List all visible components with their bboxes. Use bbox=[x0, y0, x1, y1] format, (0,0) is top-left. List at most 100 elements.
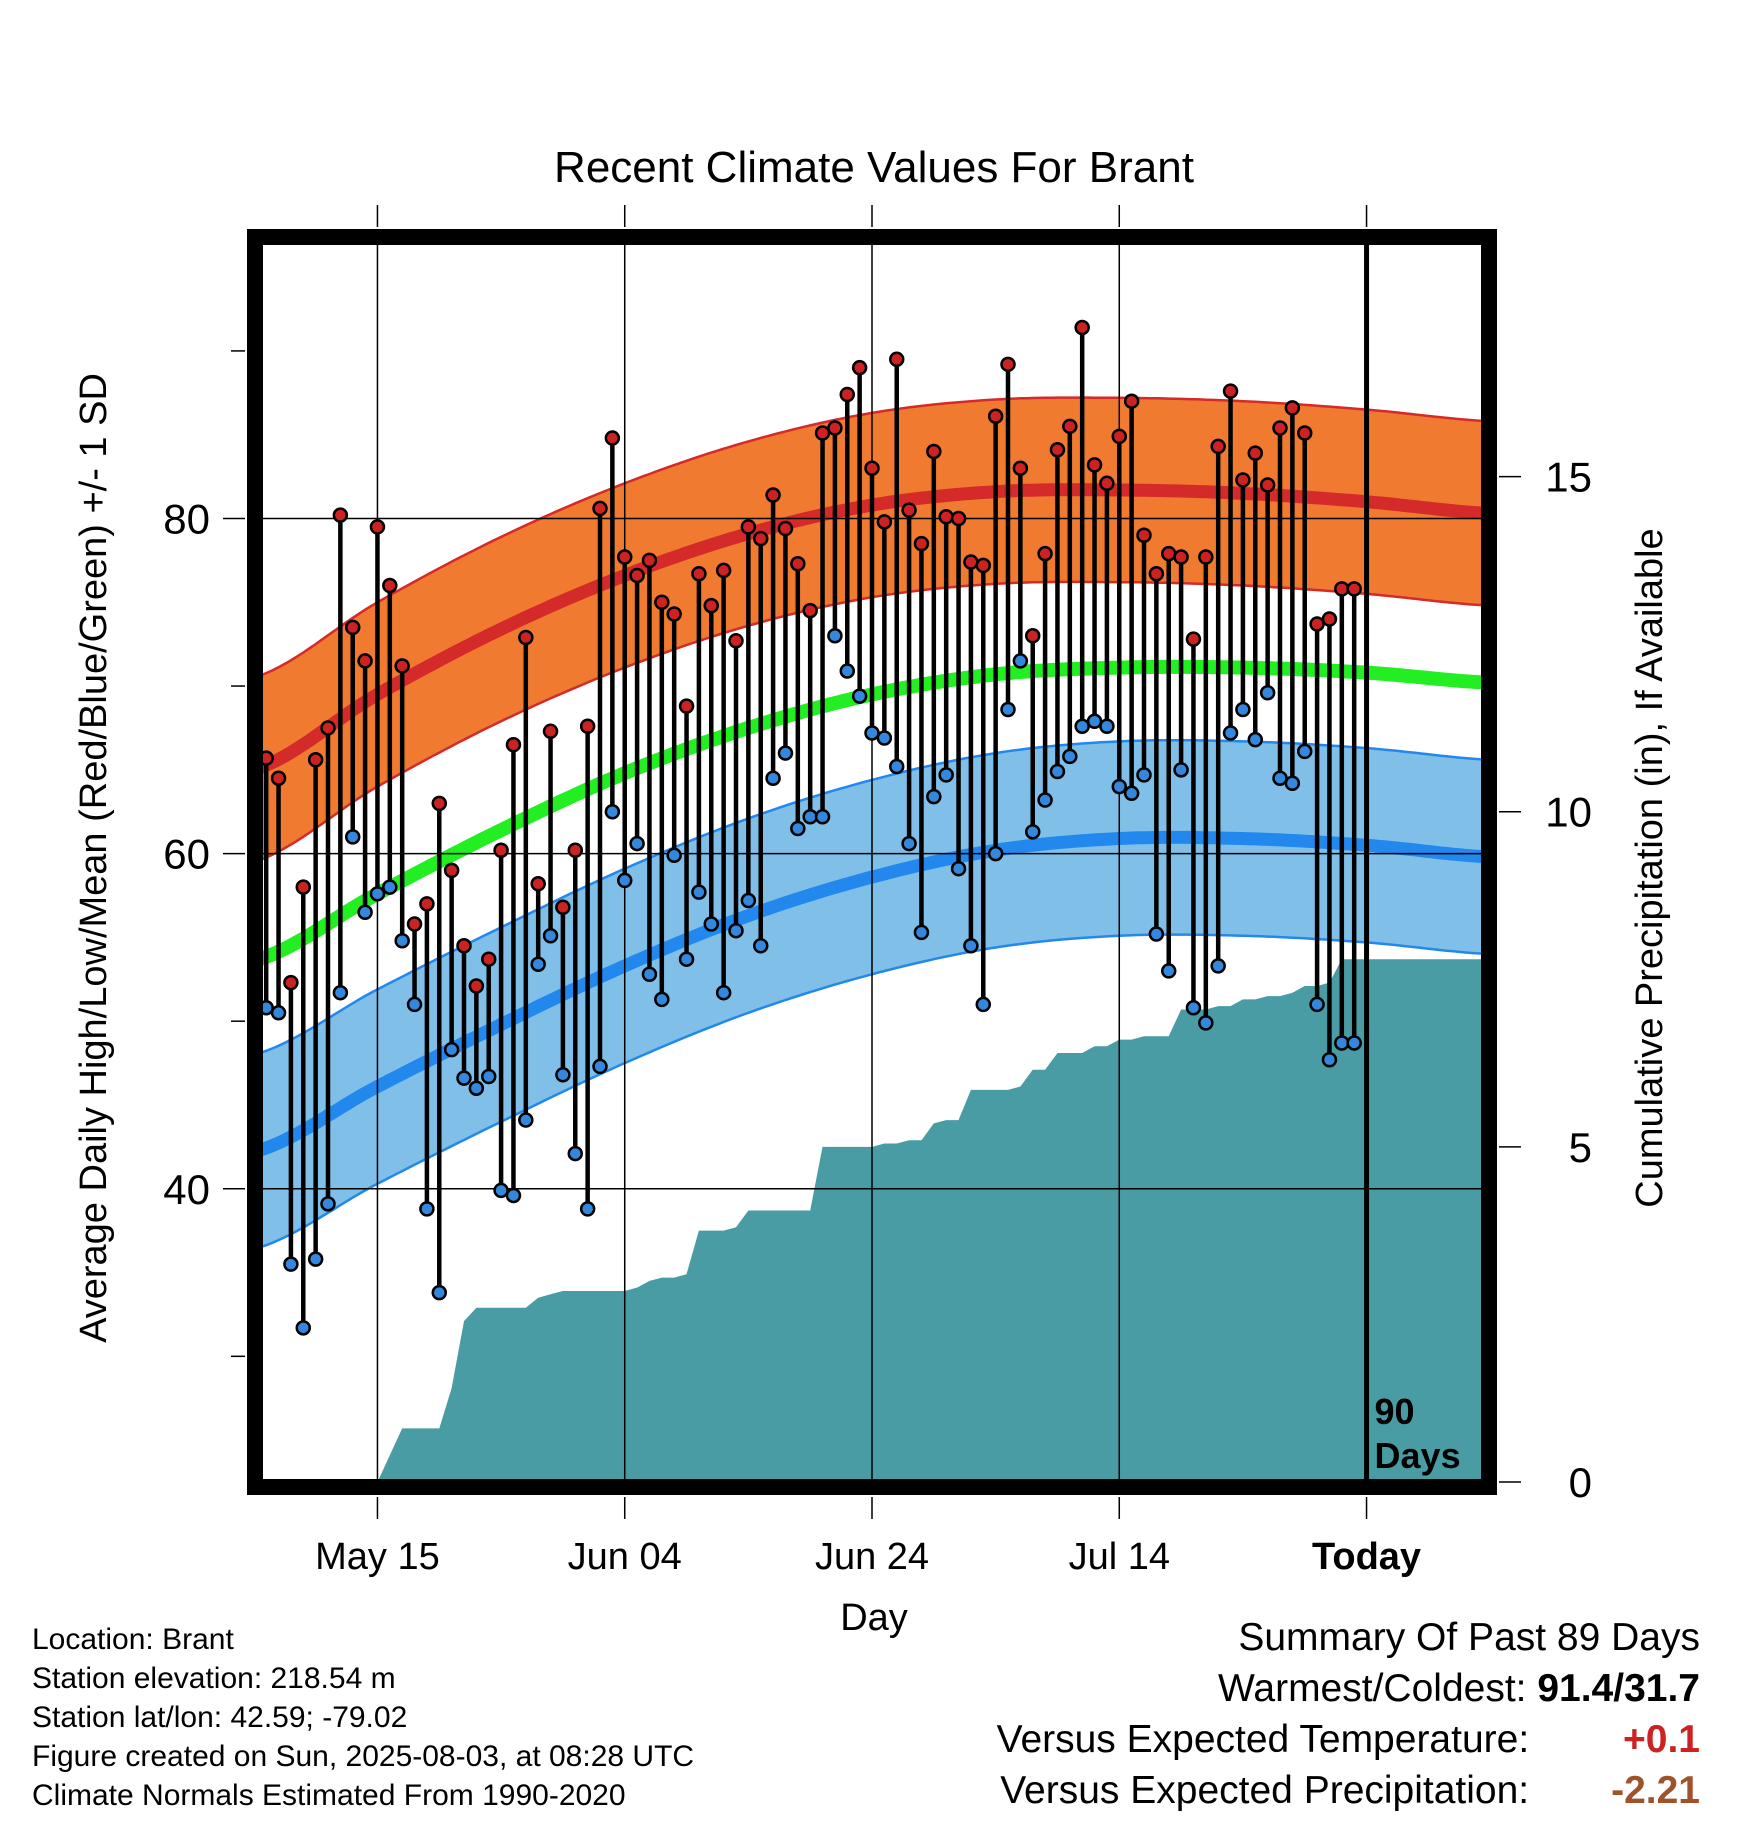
daily-high-point bbox=[975, 557, 992, 574]
daily-high-point bbox=[1136, 527, 1152, 543]
daily-high-point bbox=[802, 602, 818, 619]
daily-high-point bbox=[592, 500, 608, 517]
daily-low-point bbox=[1309, 996, 1325, 1013]
temp-value: +0.1 bbox=[1623, 1718, 1700, 1761]
daily-low-point bbox=[1346, 1035, 1362, 1051]
daily-high-point bbox=[468, 978, 485, 994]
daily-low-point bbox=[1111, 778, 1128, 795]
today-label-line2: Days bbox=[1375, 1435, 1461, 1476]
daily-low-point bbox=[938, 767, 954, 783]
daily-high-point bbox=[888, 351, 905, 368]
daily-low-point bbox=[1334, 1035, 1350, 1051]
daily-low-point bbox=[555, 1067, 571, 1083]
daily-low-point bbox=[1235, 701, 1251, 718]
daily-high-point bbox=[1222, 383, 1239, 399]
daily-low-point bbox=[1210, 958, 1226, 974]
daily-low-point bbox=[382, 879, 398, 895]
daily-high-point bbox=[1037, 545, 1053, 562]
y-tick-label: 60 bbox=[163, 831, 210, 878]
daily-high-point bbox=[283, 974, 299, 991]
daily-low-point bbox=[518, 1112, 534, 1128]
daily-high-point bbox=[1160, 545, 1177, 562]
daily-low-point bbox=[369, 886, 386, 902]
daily-high-point bbox=[666, 606, 682, 622]
daily-high-point bbox=[382, 577, 398, 594]
daily-high-point bbox=[357, 653, 373, 669]
daily-low-point bbox=[975, 996, 992, 1013]
daily-high-point bbox=[926, 443, 942, 460]
daily-low-point bbox=[1123, 785, 1140, 802]
daily-high-point bbox=[1346, 581, 1362, 597]
daily-low-point bbox=[394, 933, 410, 949]
plot-frame bbox=[247, 229, 1497, 1495]
daily-high-point bbox=[604, 430, 621, 446]
daily-low-point bbox=[567, 1145, 584, 1162]
daily-high-point bbox=[567, 842, 584, 859]
temp-row: Versus Expected Temperature: +0.1 bbox=[997, 1714, 1700, 1765]
high-sd-band bbox=[260, 397, 1484, 860]
daily-high-point bbox=[876, 514, 893, 530]
y-axis-label: Average Daily High/Low/Mean (Red/Blue/Gr… bbox=[73, 373, 115, 1343]
daily-high-point bbox=[419, 896, 435, 912]
daily-high-point bbox=[1247, 445, 1264, 461]
x-tick-label: Jul 14 bbox=[1069, 1536, 1170, 1578]
daily-high-point bbox=[1062, 418, 1078, 435]
daily-low-point bbox=[1259, 685, 1276, 701]
station-info: Location: Brant Station elevation: 218.5… bbox=[32, 1620, 694, 1815]
temp-label: Versus Expected Temperature: bbox=[996, 1718, 1530, 1761]
precip-value: -2.21 bbox=[1611, 1769, 1700, 1812]
daily-high-point bbox=[505, 736, 522, 753]
y2-tick-label: 10 bbox=[1545, 789, 1592, 836]
daily-high-point bbox=[950, 510, 967, 527]
daily-low-point bbox=[740, 892, 757, 909]
daily-high-point bbox=[901, 502, 917, 518]
daily-low-point bbox=[419, 1201, 435, 1217]
daily-low-point bbox=[468, 1080, 485, 1096]
daily-low-point bbox=[616, 872, 633, 889]
daily-high-point bbox=[1024, 628, 1041, 644]
daily-low-point bbox=[1173, 762, 1189, 778]
daily-low-point bbox=[703, 916, 720, 932]
daily-high-point bbox=[752, 530, 769, 547]
precip-label: Versus Expected Precipitation: bbox=[1000, 1769, 1530, 1812]
daily-low-point bbox=[1012, 653, 1029, 669]
daily-low-point bbox=[1074, 718, 1090, 735]
daily-high-point bbox=[851, 359, 868, 376]
daily-low-point bbox=[926, 788, 942, 805]
daily-high-point bbox=[518, 629, 534, 646]
daily-high-point bbox=[1012, 460, 1029, 476]
daily-low-point bbox=[728, 922, 744, 939]
daily-low-point bbox=[431, 1284, 448, 1301]
daily-low-point bbox=[1198, 1015, 1214, 1031]
daily-low-point bbox=[307, 1251, 324, 1267]
daily-high-point bbox=[1198, 549, 1214, 565]
warm-cold-label: Warmest/Coldest: bbox=[1218, 1667, 1527, 1710]
daily-high-point bbox=[344, 619, 361, 636]
daily-high-point bbox=[406, 916, 423, 932]
daily-low-point bbox=[579, 1201, 596, 1217]
daily-low-point bbox=[752, 938, 769, 954]
daily-low-point bbox=[814, 809, 831, 825]
daily-low-point bbox=[1037, 792, 1053, 808]
warm-cold-value: 91.4/31.7 bbox=[1537, 1667, 1700, 1710]
daily-high-point bbox=[1210, 438, 1226, 455]
x-tick-label: May 15 bbox=[315, 1536, 440, 1578]
daily-low-point bbox=[888, 758, 905, 775]
daily-low-point bbox=[678, 951, 695, 967]
daily-low-point bbox=[666, 847, 682, 864]
daily-high-point bbox=[1259, 477, 1276, 493]
daily-low-point bbox=[406, 996, 423, 1013]
daily-low-point bbox=[691, 884, 707, 900]
daily-high-point bbox=[443, 862, 460, 879]
daily-low-point bbox=[1049, 763, 1066, 780]
daily-low-point bbox=[777, 745, 794, 761]
daily-low-point bbox=[1321, 1051, 1338, 1068]
daily-high-point bbox=[678, 698, 695, 714]
daily-high-point bbox=[839, 386, 856, 403]
x-tick-label: Jun 04 bbox=[568, 1536, 682, 1578]
daily-low-point bbox=[530, 956, 546, 972]
daily-low-point bbox=[1136, 767, 1152, 783]
y2-tick-label: 0 bbox=[1569, 1459, 1592, 1506]
